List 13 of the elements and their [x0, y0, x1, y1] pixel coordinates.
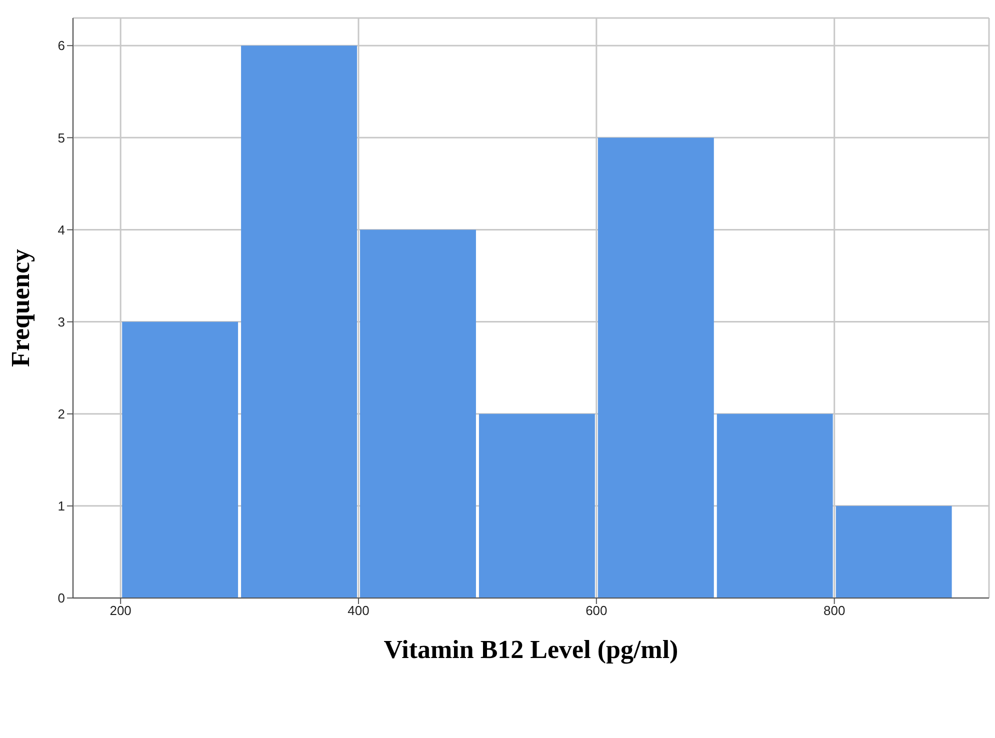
- x-axis-title: Vitamin B12 Level (pg/ml): [384, 635, 678, 664]
- y-tick-label: 0: [58, 590, 65, 606]
- x-tick-label: 600: [586, 603, 608, 618]
- x-tick-label: 800: [824, 603, 846, 618]
- y-tick-label: 1: [58, 498, 65, 514]
- x-tick-label: 200: [110, 603, 132, 618]
- y-tick-label: 5: [58, 130, 65, 146]
- y-axis-title: Frequency: [6, 249, 36, 367]
- y-tick-label: 3: [58, 314, 65, 330]
- y-tick-label: 6: [58, 38, 65, 54]
- x-tick-label: 400: [348, 603, 370, 618]
- y-tick-label: 2: [58, 406, 65, 422]
- y-tick-label: 4: [58, 222, 65, 238]
